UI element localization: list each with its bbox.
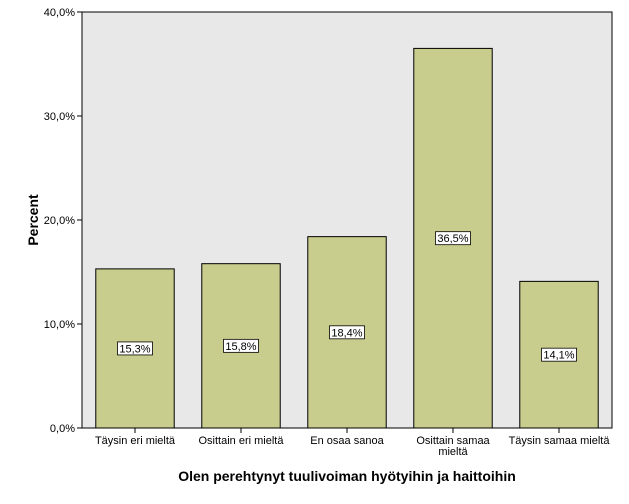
x-axis: Täysin eri mieltä Osittain eri mieltä En o… bbox=[95, 428, 610, 458]
y-tick-label: 10,0% bbox=[44, 319, 75, 331]
data-label: 15,3% bbox=[119, 343, 150, 355]
data-label-box bbox=[541, 347, 577, 362]
data-label: 15,8% bbox=[225, 341, 256, 353]
y-axis: 0,0% 10,0% 20,0% 30,0% 40,0% bbox=[44, 7, 82, 435]
y-axis-title: Percent bbox=[25, 194, 41, 246]
x-tick-label: Osittain eri mieltä bbox=[199, 435, 285, 447]
y-tick-label: 0,0% bbox=[50, 423, 75, 435]
y-tick-label: 40,0% bbox=[44, 7, 75, 19]
data-label: 36,5% bbox=[437, 233, 468, 245]
data-label-box bbox=[117, 341, 153, 356]
data-label: 14,1% bbox=[543, 350, 574, 362]
x-tick-label: Osittain samaa bbox=[416, 435, 490, 447]
data-label-box bbox=[435, 231, 471, 246]
x-tick-label: Täysin eri mieltä bbox=[95, 435, 176, 447]
x-tick-label: mieltä bbox=[438, 446, 468, 458]
x-tick-label: En osaa sanoa bbox=[310, 435, 384, 447]
y-tick-label: 20,0% bbox=[44, 215, 75, 227]
bars: 15,3% 15,8% 18,4% 36,5% 14,1% bbox=[95, 47, 599, 429]
data-label: 18,4% bbox=[331, 327, 362, 339]
data-label-box bbox=[329, 325, 365, 340]
data-label-box bbox=[223, 338, 259, 353]
y-tick-label: 30,0% bbox=[44, 111, 75, 123]
x-tick-label: Täysin samaa mieltä bbox=[509, 435, 611, 447]
x-axis-title: Olen perehtynyt tuulivoiman hyötyihin ja… bbox=[178, 468, 516, 484]
